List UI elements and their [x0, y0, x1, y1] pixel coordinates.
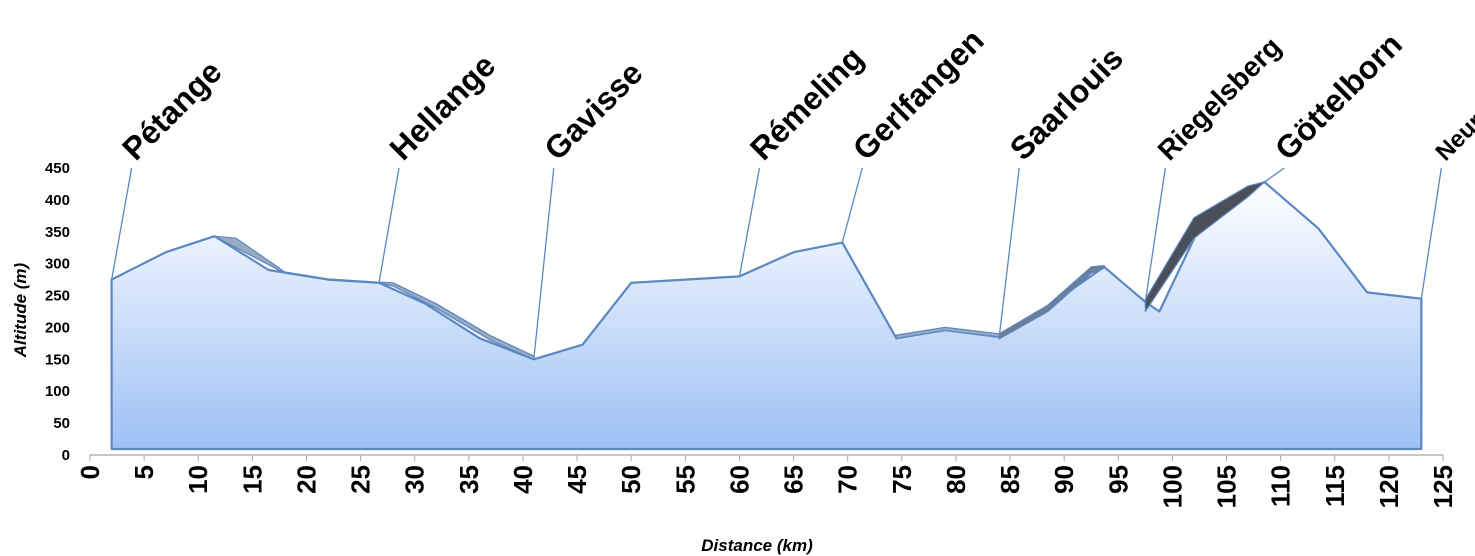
x-tick-label: 100	[1157, 465, 1187, 508]
town-leader-line	[841, 167, 863, 243]
town-label: Saarlouis	[1003, 40, 1130, 167]
x-tick-label: 105	[1212, 465, 1242, 508]
y-tick-label: 350	[45, 224, 70, 241]
y-axis-title: Altitude (m)	[11, 262, 30, 358]
x-tick-label: 125	[1428, 465, 1458, 508]
town-label: Gerlfangen	[846, 22, 991, 167]
x-tick-label: 85	[995, 465, 1025, 494]
x-tick-label: 55	[670, 465, 700, 494]
x-tick-label: 25	[346, 465, 376, 494]
area-layer	[110, 180, 1423, 451]
y-tick-label: 450	[45, 160, 70, 177]
y-tick-label: 50	[53, 415, 70, 432]
x-tick-label: 50	[616, 465, 646, 494]
y-tick-label: 0	[62, 447, 70, 464]
town-leader-line	[1144, 167, 1166, 303]
town-label: Riegelsberg	[1152, 31, 1287, 166]
y-tick-label: 250	[45, 288, 70, 305]
y-tick-label: 400	[45, 192, 70, 209]
town-leader-line	[738, 167, 761, 277]
town-leader-line	[998, 167, 1020, 338]
x-tick-label: 75	[887, 465, 917, 494]
x-tick-label: 45	[562, 465, 592, 494]
x-tick-label: 0	[75, 465, 105, 479]
town-label: Gavisse	[537, 55, 649, 167]
x-tick-label: 60	[724, 465, 754, 494]
town-label: Neunkirchen	[1431, 44, 1475, 166]
town-leader-line	[111, 167, 133, 280]
x-tick-label: 40	[508, 465, 538, 494]
y-tick-label: 100	[45, 383, 70, 400]
town-leader-line	[1420, 167, 1442, 299]
x-axis-title: Distance (km)	[701, 536, 813, 555]
slope-ribbon-4	[1144, 181, 1265, 313]
town-leader-line	[533, 167, 555, 360]
x-tick-label: 20	[292, 465, 322, 494]
x-tick-label: 115	[1320, 465, 1350, 507]
x-tick-label: 90	[1049, 465, 1079, 494]
x-tick-label: 80	[941, 465, 971, 494]
x-tick-label: 5	[129, 465, 159, 479]
town-label: Pétange	[115, 53, 228, 166]
x-tick-label: 70	[833, 465, 863, 494]
y-tick-label: 300	[45, 256, 70, 273]
y-tick-label: 200	[45, 319, 70, 336]
town-leader-line	[1264, 167, 1285, 183]
x-tick-label: 10	[183, 465, 213, 494]
x-tick-label: 15	[237, 465, 267, 494]
town-leader-line	[378, 167, 400, 283]
x-tick-label: 120	[1374, 465, 1404, 508]
y-tick-label: 150	[45, 351, 70, 368]
x-tick-label: 110	[1266, 465, 1296, 507]
x-tick-label: 30	[400, 465, 430, 494]
x-tick-label: 35	[454, 465, 484, 494]
x-tick-label: 65	[779, 465, 809, 494]
town-label: Göttelborn	[1268, 26, 1409, 167]
altitude-area	[110, 180, 1423, 451]
town-label: Hellange	[382, 47, 502, 167]
x-tick-label: 95	[1103, 465, 1133, 494]
axes-layer: 0 5 10 15 20 25 30 35 40 45 50 55 60 65 70 75 80 85 90 95 10…	[45, 160, 1458, 508]
slope-ribbon-3	[998, 265, 1105, 340]
